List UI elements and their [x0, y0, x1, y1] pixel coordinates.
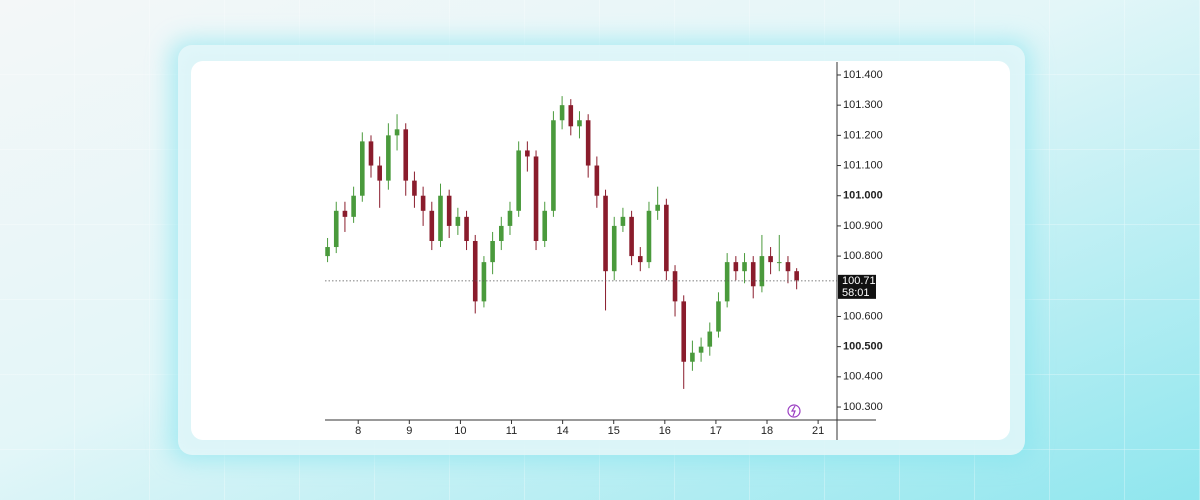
candle-body [681, 301, 687, 362]
x-tick-label: 8 [355, 425, 361, 437]
candle-body [794, 271, 799, 281]
candle-body [698, 346, 704, 353]
last-price-label: 100.718 [842, 275, 882, 287]
candle-body [472, 241, 478, 302]
x-tick-label: 16 [659, 425, 671, 437]
candle-body [394, 129, 400, 136]
candle-body [481, 262, 487, 302]
candle-body [646, 210, 652, 263]
candle-body [620, 216, 626, 226]
candle-body [325, 247, 330, 257]
candle-body [429, 210, 435, 241]
candle-body [611, 225, 617, 272]
x-tick-label: 10 [454, 425, 466, 437]
candle-body [585, 120, 591, 166]
candle-body [412, 180, 417, 196]
y-tick-label: 100.300 [843, 401, 883, 413]
y-tick-label: 101.300 [843, 99, 883, 111]
candle-body [333, 210, 339, 248]
candle-body [377, 165, 382, 181]
candle-body [603, 195, 608, 272]
y-tick-label: 101.000 [843, 190, 883, 202]
x-tick-label: 21 [812, 425, 824, 437]
y-tick-label: 101.400 [843, 69, 883, 81]
candle-body [386, 135, 391, 181]
x-tick-label: 18 [761, 425, 773, 437]
candle-body [542, 210, 548, 241]
candle-body [776, 262, 782, 264]
x-tick-label: 15 [608, 425, 620, 437]
candle-body [785, 262, 791, 272]
card [191, 61, 1010, 440]
candle-body [490, 241, 495, 263]
candle-body [360, 141, 365, 196]
plot: 100.300 100.400 100.500 100.600 100.800 100.9… [325, 69, 883, 437]
candle-body [672, 271, 678, 302]
candle-body [368, 141, 374, 166]
candle-body [707, 331, 713, 347]
candle-body [568, 105, 574, 127]
y-tick-label: 100.600 [843, 310, 883, 322]
candle-body [759, 256, 765, 287]
candle-body [629, 216, 634, 257]
y-tick-label: 101.100 [843, 159, 883, 171]
candle-body [342, 210, 348, 217]
candle-body [768, 256, 773, 263]
y-tick-label: 100.400 [843, 371, 883, 383]
candle-body [516, 150, 521, 211]
candle-body [551, 120, 556, 211]
candle-body [446, 195, 452, 226]
x-tick-label: 14 [556, 425, 568, 437]
y-tick-label: 100.800 [843, 250, 883, 262]
candle-body [559, 105, 565, 121]
last-price-box [838, 274, 876, 299]
candle-body [733, 262, 739, 272]
y-tick-label: 101.200 [843, 129, 883, 141]
candle-body [742, 262, 747, 272]
candle-body [664, 204, 669, 272]
candle-body [594, 165, 600, 196]
candle-body [724, 262, 730, 302]
candle-body [438, 195, 443, 241]
candle-body [464, 216, 469, 241]
candle-body [507, 210, 513, 226]
x-tick-label: 17 [710, 425, 722, 437]
candle-body [637, 256, 643, 263]
candle-body [533, 156, 539, 241]
candle-body [455, 216, 461, 226]
candle-body [525, 150, 530, 157]
y-tick-label: 100.900 [843, 220, 883, 232]
candle-body [498, 225, 504, 241]
candle-body [403, 129, 409, 181]
candle-body [351, 195, 356, 217]
candle-body [655, 204, 660, 211]
candle-body [750, 262, 756, 287]
countdown-label: 58:01 [842, 287, 870, 299]
candle-body [690, 352, 695, 362]
x-tick-label: 11 [506, 425, 517, 437]
candle-body [577, 120, 582, 127]
y-tick-label: 100.500 [843, 341, 883, 353]
lightning-icon[interactable] [787, 404, 801, 418]
x-tick-label: 9 [406, 425, 412, 437]
candle-body [716, 301, 721, 332]
candle-body [420, 195, 426, 211]
